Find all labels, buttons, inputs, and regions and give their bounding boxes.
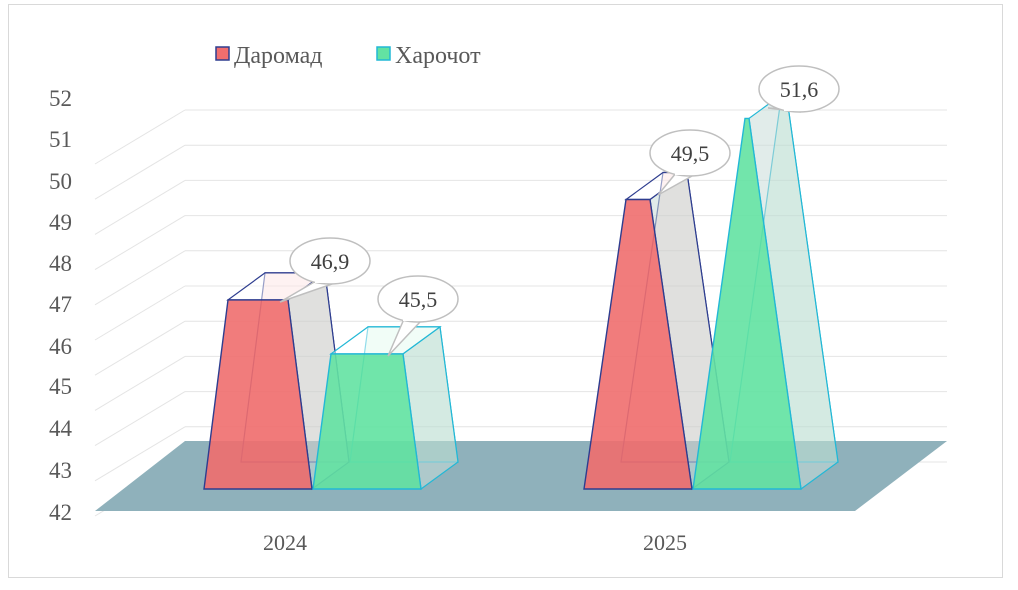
legend-swatch [215, 46, 230, 61]
y-tick-label: 42 [49, 500, 72, 525]
callout-bubble [377, 275, 459, 323]
x-axis-ticks: 2024 2025 [263, 530, 687, 555]
y-tick-label: 44 [49, 416, 73, 441]
callout-bubble [758, 65, 840, 113]
gridline-side [94, 320, 186, 376]
y-axis-ticks: 42 43 44 45 46 47 48 49 50 51 52 [49, 86, 73, 525]
bar-xarochot-2024 [312, 353, 422, 490]
bar-daromad-2025 [583, 198, 693, 490]
y-tick-label: 50 [49, 169, 72, 194]
y-tick-label: 52 [49, 86, 72, 111]
legend-label: Даромад [234, 43, 322, 69]
gridline-side [94, 144, 186, 200]
gridline-side [94, 285, 186, 341]
gridline-side [94, 355, 186, 411]
x-tick-label: 2024 [263, 530, 307, 555]
callout-bubble [289, 237, 371, 285]
legend-label: Харочот [395, 43, 481, 69]
y-tick-label: 45 [49, 374, 72, 399]
data-label: 49,5 [671, 141, 710, 166]
data-label: 51,6 [780, 77, 819, 102]
y-tick-label: 43 [49, 458, 72, 483]
callout-mask [403, 316, 419, 321]
gridline-side [94, 179, 186, 235]
data-label: 45,5 [399, 287, 438, 312]
gridline-side [94, 250, 186, 306]
data-labels: 46,9 45,5 49,5 51,6 [279, 65, 840, 357]
bar-xarochot-2025 [692, 117, 802, 490]
x-tick-label: 2025 [643, 530, 687, 555]
y-tick-label: 51 [49, 127, 72, 152]
y-tick-label: 46 [49, 334, 72, 359]
gridline-side [94, 426, 186, 482]
plot-area [203, 90, 839, 491]
y-tick-label: 49 [49, 210, 72, 235]
data-label: 46,9 [311, 249, 350, 274]
y-tick-label: 48 [49, 251, 72, 276]
legend-swatch [376, 46, 391, 61]
gridline-side [94, 109, 186, 165]
callout-mask [675, 170, 691, 175]
callout-bubble [649, 129, 731, 177]
gridline-side [94, 391, 186, 447]
callout-mask [784, 106, 800, 111]
y-tick-label: 47 [49, 292, 72, 317]
gridline-side [94, 215, 186, 271]
legend: Даромад Харочот [215, 43, 481, 69]
callout-mask [315, 278, 331, 283]
